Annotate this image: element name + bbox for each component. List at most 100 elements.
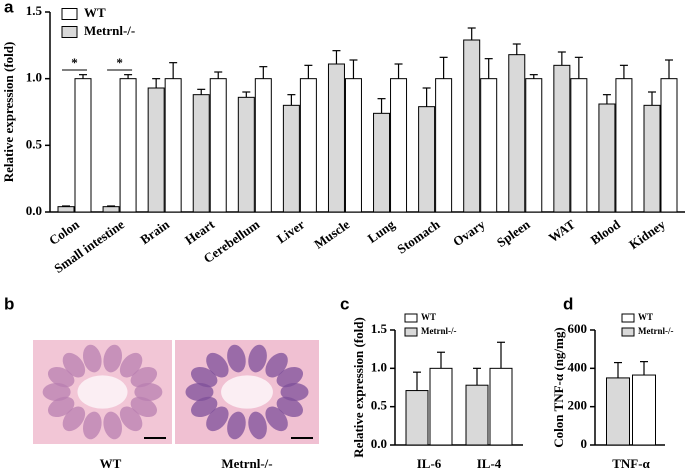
crypt	[82, 411, 102, 440]
x-tick-label: Spleen	[494, 216, 533, 250]
crypt	[280, 383, 309, 401]
bar	[660, 78, 678, 213]
y-tick-label: 0	[581, 436, 588, 451]
legend-label: Metrnl-/-	[421, 326, 456, 336]
crypt	[62, 352, 86, 378]
bar	[405, 390, 429, 446]
bar	[74, 78, 92, 213]
crypt	[103, 344, 123, 373]
panel-letter: a	[4, 0, 14, 16]
crypt	[130, 396, 158, 418]
crypt	[103, 411, 123, 440]
image-label: Metrnl-/-	[221, 456, 272, 471]
lumen	[221, 375, 273, 409]
bar	[192, 94, 210, 213]
x-tick-label: Ovary	[450, 216, 488, 249]
y-tick-label: 600	[568, 321, 588, 336]
legend-label: Metrnl-/-	[84, 23, 135, 38]
x-tick-label: Muscle	[311, 216, 352, 251]
crypt	[130, 366, 158, 388]
crypt	[227, 344, 246, 373]
bar	[643, 104, 661, 213]
x-tick-label: Brain	[137, 216, 172, 247]
legend-swatch	[61, 8, 78, 20]
y-tick-label: 0.5	[26, 136, 43, 151]
y-axis-label: Relative expression (fold)	[1, 42, 16, 183]
crypt	[47, 396, 75, 418]
crypt	[119, 406, 143, 432]
y-tick-label: 400	[568, 359, 588, 374]
crypt	[206, 352, 229, 378]
crypt	[227, 411, 246, 440]
crypt	[42, 383, 71, 401]
panel-letter: d	[563, 294, 573, 313]
x-tick-label: Kidney	[626, 216, 668, 252]
crypt	[185, 383, 214, 401]
bar	[606, 377, 630, 446]
y-tick-label: 1.0	[26, 70, 42, 85]
crypt	[276, 396, 304, 418]
bar	[489, 367, 513, 446]
bar	[465, 384, 489, 446]
bar	[164, 78, 182, 213]
crypt	[134, 383, 163, 401]
bar	[254, 78, 272, 213]
y-tick-label: 0.0	[26, 203, 42, 218]
x-tick-label: Lung	[365, 216, 398, 246]
legend-swatch	[61, 26, 78, 38]
bar	[463, 39, 481, 213]
bar	[344, 78, 362, 213]
x-tick-label: IL-6	[417, 456, 442, 471]
legend-label: WT	[84, 5, 106, 20]
x-tick-label: Colon	[46, 216, 82, 248]
bar	[570, 78, 588, 213]
crypt	[47, 366, 75, 388]
bar	[102, 206, 120, 213]
x-tick-label: WAT	[546, 216, 578, 245]
significance-label: *	[71, 55, 78, 70]
y-tick-label: 1.0	[371, 359, 387, 374]
x-tick-label: Liver	[274, 216, 308, 246]
y-tick-label: 0.0	[371, 436, 387, 451]
bar	[418, 106, 436, 213]
y-tick-label: 200	[568, 398, 588, 413]
y-axis-label: Colon TNF-α (ng/mg)	[551, 327, 566, 447]
x-tick-label: IL-4	[477, 456, 502, 471]
image-label: WT	[100, 456, 122, 471]
legend-swatch	[621, 327, 635, 337]
legend-swatch	[404, 327, 418, 337]
crypt	[190, 396, 218, 418]
bar	[390, 78, 408, 213]
y-axis-label: Relative expression (fold)	[351, 317, 366, 458]
bar	[429, 367, 453, 446]
crypt	[265, 406, 288, 432]
x-tick-label: Blood	[588, 216, 624, 247]
bar	[480, 78, 498, 213]
panel-letter: c	[340, 294, 349, 313]
bar	[327, 63, 345, 213]
x-tick-label: Heart	[182, 216, 218, 247]
bar	[508, 54, 526, 213]
bar	[282, 104, 300, 213]
crypt	[248, 344, 267, 373]
x-tick-label: TNF-α	[612, 456, 650, 471]
bar	[147, 87, 165, 213]
panel-letter: b	[4, 294, 14, 313]
bar	[119, 78, 137, 213]
bar	[553, 64, 571, 213]
legend-swatch	[404, 313, 418, 323]
crypt	[248, 411, 267, 440]
bar	[435, 78, 453, 213]
bar	[632, 374, 656, 446]
legend-label: Metrnl-/-	[638, 326, 673, 336]
y-tick-label: 1.5	[371, 321, 388, 336]
legend-swatch	[621, 313, 635, 323]
bar	[615, 78, 633, 213]
bar	[299, 78, 317, 213]
bar	[57, 206, 75, 213]
lumen	[77, 375, 128, 409]
crypt	[276, 366, 304, 388]
bar	[525, 78, 543, 213]
y-tick-label: 1.5	[26, 3, 43, 18]
